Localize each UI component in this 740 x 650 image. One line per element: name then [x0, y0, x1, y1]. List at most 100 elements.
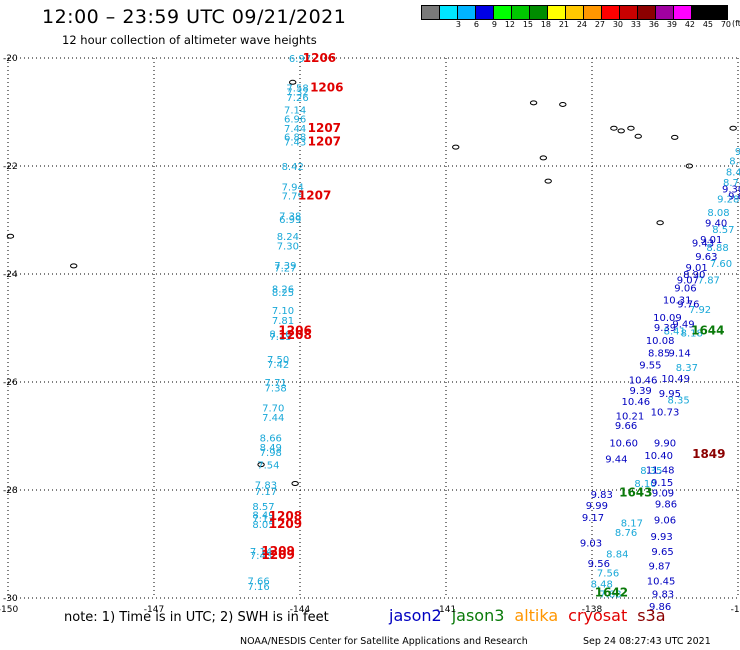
legend-altika: altika	[514, 606, 559, 625]
chart-title: 12:00 – 23:59 UTC 09/21/2021	[42, 6, 347, 28]
scale-swatch: 12	[493, 5, 515, 30]
wave-height-label: 7.70	[262, 403, 284, 414]
wave-height-label: 9.06	[654, 516, 676, 527]
wave-height-label: 6.88	[284, 132, 306, 143]
wave-height-label: 8.18	[681, 328, 703, 339]
wave-height-label: 10.08	[646, 336, 675, 347]
x-tick-label: -147	[144, 605, 164, 615]
island-outline	[634, 133, 642, 139]
wave-height-label: 8.10	[634, 479, 656, 490]
wave-height-label: 8.08	[707, 208, 729, 219]
island-outline	[729, 125, 737, 131]
wave-height-label: 8.35	[640, 466, 662, 477]
scale-label: 3	[455, 20, 461, 29]
x-tick-label: -141	[436, 605, 456, 615]
wave-height-label: 10.31	[663, 295, 692, 306]
scale-label: 39	[666, 20, 677, 29]
wave-height-label: 7.66	[248, 577, 270, 588]
altimeter-chart: -150 -147 -144 -141 -138 -13 -20 -22 -24 -26 -28 -3…	[0, 51, 740, 615]
scale-label: 30	[612, 20, 623, 29]
wave-height-label: 9.30	[722, 185, 740, 196]
wave-height-label: 6.97	[289, 54, 311, 65]
cycle-label: 1209	[261, 548, 294, 562]
wave-height-label: 8.26	[272, 285, 294, 296]
wave-height-label: 7.87	[698, 275, 720, 286]
wave-height-label: 7.17	[255, 487, 277, 498]
wave-height-label: 8.57	[252, 502, 274, 513]
wave-height-label: 8.84	[606, 550, 628, 561]
scale-swatch: 30	[601, 5, 623, 30]
wave-height-label: 8.17	[621, 518, 643, 529]
wave-height-label: 9.17	[582, 513, 604, 524]
wave-height-label: 7.38	[265, 383, 287, 394]
wave-height-label: 7.42	[267, 360, 289, 371]
scale-label: 70	[720, 20, 731, 29]
wave-height-label: 8.37	[676, 363, 698, 374]
wave-height-label: 6.96	[284, 114, 306, 125]
wave-height-label: 8.49	[260, 443, 282, 454]
y-tick-label: -20	[3, 54, 18, 64]
cycle-label: 1209	[261, 544, 294, 558]
wave-height-label: 7.83	[255, 481, 277, 492]
wave-height-label: 9.39	[654, 323, 676, 334]
y-tick-label: -30	[3, 594, 18, 604]
x-tick-label: -144	[290, 605, 311, 615]
island-outline	[6, 233, 15, 239]
wave-height-label: 7.83	[599, 590, 621, 601]
wave-height-label: 9.95	[659, 389, 681, 400]
wave-height-label: 11.48	[646, 465, 675, 476]
cycle-label: 1207	[308, 121, 341, 135]
wave-height-label: 7.30	[277, 241, 299, 252]
cycle-label: 1849	[692, 447, 725, 461]
cycle-label: 1209	[269, 517, 302, 531]
cycle-label: 1207	[308, 135, 341, 149]
wave-height-label: 9.15	[651, 478, 673, 489]
wave-height-label: 10.09	[653, 313, 682, 324]
wave-height-label: 9.66	[615, 421, 637, 432]
x-tick-label: -138	[582, 605, 603, 615]
wave-height-label: 7.92	[689, 305, 711, 316]
wave-height-label: 7.14	[284, 105, 306, 116]
cycle-label: 1206	[278, 324, 311, 338]
legend-jason3: jason3	[451, 606, 505, 625]
wave-height-label: 9.76	[677, 300, 699, 311]
wave-height-label: 9.65	[651, 547, 673, 558]
wave-height-label: 9.01	[686, 263, 708, 274]
satellite-legend: jason2 jason3 altika cryosat s3a	[389, 606, 676, 625]
wave-height-label: 9.44	[605, 455, 627, 466]
wave-height-label: 7.13	[269, 332, 291, 343]
wave-height-label: 7.54	[257, 461, 279, 472]
y-tick-label: -24	[3, 270, 18, 280]
wave-height-label: 7.27	[274, 264, 296, 275]
wave-height-label: 8.66	[260, 434, 282, 445]
wave-height-label: 10.45	[647, 577, 676, 588]
wave-height-label: 9.01	[700, 235, 722, 246]
wave-height-label: 10.46	[629, 375, 658, 386]
wave-height-label: 7.43	[250, 551, 272, 562]
wave-height-label: 9.43	[692, 239, 714, 250]
wave-height-label: 7.16	[248, 582, 270, 593]
x-tick-label: -150	[0, 605, 18, 615]
wave-height-label: 10.73	[651, 408, 680, 419]
legend-jason2: jason2	[389, 606, 442, 625]
wave-height-label: 8.41	[664, 327, 686, 338]
wave-height-label: 7.81	[272, 316, 294, 327]
wave-height-label: 6.99	[279, 215, 301, 226]
wave-height-label: 8.25	[272, 288, 294, 299]
wave-height-label: 8.90	[683, 270, 705, 281]
wave-height-label: 8.57	[712, 225, 734, 236]
island-outline	[685, 163, 694, 169]
wave-height-label: 9.09	[652, 489, 674, 500]
wave-height-label: 9.39	[630, 386, 652, 397]
island-outline	[617, 128, 625, 134]
wave-height-label: 9.1	[735, 147, 740, 158]
legend-s3a: s3a	[637, 606, 666, 625]
wave-height-label: 7.26	[286, 93, 308, 104]
wave-height-label: 10.49	[661, 374, 690, 385]
scale-label: 36	[648, 20, 659, 29]
y-tick-label: -22	[3, 162, 18, 172]
x-tick-label: -13	[731, 605, 740, 615]
scale-swatch: 24	[565, 5, 587, 30]
wave-height-label: 8.49	[252, 510, 274, 521]
